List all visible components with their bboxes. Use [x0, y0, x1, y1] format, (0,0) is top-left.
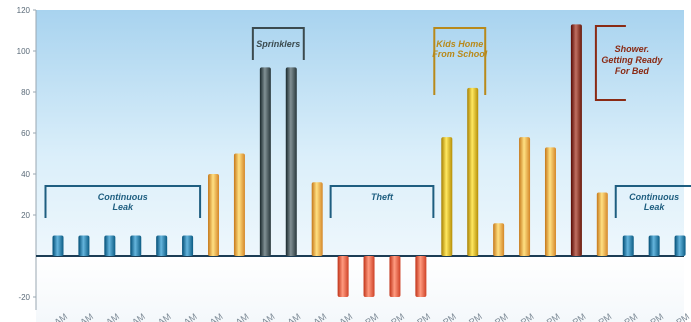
bar	[519, 137, 531, 256]
x-tick-label: PM	[415, 311, 432, 322]
annotation-bracket	[614, 185, 691, 218]
x-tick-label: AM	[78, 311, 95, 322]
x-tick-label: AM	[182, 311, 199, 322]
bar	[389, 256, 401, 297]
x-tick-label: PM	[389, 311, 406, 322]
bar	[156, 235, 168, 256]
bar	[208, 174, 220, 256]
x-tick-label: PM	[545, 311, 562, 322]
annotation-label: Leak	[113, 202, 135, 212]
y-tick-label: 100	[17, 47, 31, 56]
bar	[467, 87, 479, 257]
x-tick-label: AM	[130, 311, 147, 322]
bar	[337, 256, 349, 297]
bar	[130, 235, 142, 256]
bar	[674, 235, 686, 256]
annotation-bracket	[433, 27, 487, 95]
annotation-label: Kids Home	[436, 39, 483, 49]
bar	[52, 235, 64, 256]
x-tick-label: AM	[337, 311, 354, 322]
x-tick-label: PM	[441, 311, 458, 322]
annotation-label: Getting Ready	[601, 55, 663, 65]
x-tick-label: PM	[493, 311, 510, 322]
annotation-label: Theft	[371, 192, 394, 202]
bar	[570, 24, 582, 256]
bar	[285, 67, 297, 257]
x-tick-label: AM	[208, 311, 225, 322]
x-tick-label: PM	[519, 311, 536, 322]
annotation-bracket	[251, 27, 305, 60]
bar	[544, 147, 556, 256]
annotation-bracket	[44, 185, 202, 218]
annotation-bracket	[594, 25, 626, 101]
x-tick-label: PM	[597, 311, 614, 322]
x-tick-label: PM	[674, 311, 691, 322]
y-tick-label: 20	[21, 211, 30, 220]
y-tick-label: 80	[21, 88, 30, 97]
plot-area-above-zero	[36, 10, 684, 256]
annotation-label: For Bed	[615, 66, 650, 76]
x-tick-label: AM	[52, 311, 69, 322]
x-tick-label: AM	[234, 311, 251, 322]
annotation-label: Continuous	[98, 192, 148, 202]
bar	[259, 67, 271, 257]
y-tick-label: 120	[17, 6, 31, 15]
bar	[363, 256, 375, 297]
x-tick-label: PM	[649, 311, 666, 322]
y-tick-label: 60	[21, 129, 30, 138]
x-tick-label: AM	[104, 311, 121, 322]
x-tick-label: AM	[260, 311, 277, 322]
bar	[441, 137, 453, 256]
x-tick-label: AM	[312, 311, 329, 322]
bar	[233, 153, 245, 256]
annotation-label: Shower.	[615, 44, 650, 54]
plot-area-below-zero	[36, 256, 684, 322]
bar	[104, 235, 116, 256]
y-tick-label: -20	[18, 293, 30, 302]
bar	[493, 223, 505, 256]
x-tick-label: PM	[623, 311, 640, 322]
bar	[648, 235, 660, 256]
bar	[596, 192, 608, 256]
annotation: Theft	[329, 185, 435, 218]
bar	[311, 182, 323, 256]
annotation-label: Sprinklers	[256, 39, 300, 49]
annotation: Sprinklers	[251, 27, 305, 60]
bar	[415, 256, 427, 297]
annotation-bracket	[329, 185, 435, 218]
annotation-label: From School	[432, 49, 488, 59]
annotation-label: Continuous	[629, 192, 679, 202]
x-tick-label: PM	[363, 311, 380, 322]
x-tick-label: PM	[467, 311, 484, 322]
bar	[622, 235, 634, 256]
y-tick-label: 40	[21, 170, 30, 179]
annotation-label: Leak	[644, 202, 666, 212]
x-tick-label: AM	[286, 311, 303, 322]
x-tick-label: PM	[571, 311, 588, 322]
bar	[182, 235, 194, 256]
bar	[78, 235, 90, 256]
x-tick-label: AM	[156, 311, 173, 322]
